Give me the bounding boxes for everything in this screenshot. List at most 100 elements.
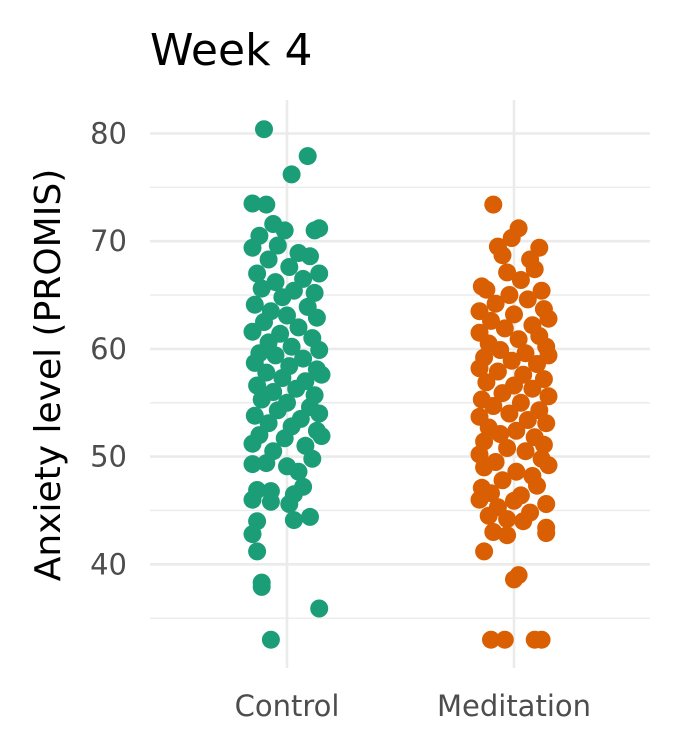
data-point-meditation <box>482 311 500 330</box>
data-point-control <box>310 264 329 283</box>
data-point-meditation <box>518 411 537 429</box>
data-point-control <box>273 369 292 387</box>
grid-layer <box>150 100 650 668</box>
data-point-meditation <box>507 462 526 481</box>
data-point-meditation <box>488 362 507 381</box>
data-point-meditation <box>479 506 498 525</box>
data-point-control <box>282 337 301 356</box>
data-point-meditation <box>528 355 546 373</box>
x-tick-label: Meditation <box>437 689 591 723</box>
data-point-control <box>305 283 324 302</box>
data-point-meditation <box>505 570 523 589</box>
data-point-control <box>294 349 313 368</box>
data-point-control <box>268 236 287 255</box>
data-point-control <box>301 247 319 266</box>
data-point-meditation <box>534 435 553 454</box>
data-point-control <box>310 341 329 359</box>
data-point-meditation <box>516 442 535 461</box>
data-point-meditation <box>537 524 556 543</box>
data-point-meditation <box>516 344 535 363</box>
data-point-meditation <box>509 330 528 349</box>
data-point-control <box>252 279 271 298</box>
data-point-control <box>266 346 285 365</box>
data-point-control <box>310 404 329 423</box>
data-point-control <box>307 308 326 327</box>
data-point-meditation <box>475 458 494 477</box>
data-point-meditation <box>498 263 517 282</box>
data-point-meditation <box>484 195 503 214</box>
data-point-meditation <box>475 542 494 561</box>
data-point-control <box>243 194 262 213</box>
data-point-control <box>257 454 276 473</box>
data-point-control <box>245 406 264 425</box>
data-point-control <box>305 221 324 240</box>
y-axis-title: Anxiety level (PROMIS) <box>28 169 69 582</box>
data-point-meditation <box>523 379 542 398</box>
data-point-control <box>243 238 262 257</box>
data-point-control <box>280 495 299 513</box>
data-point-control <box>312 427 331 446</box>
y-tick-label: 60 <box>90 332 127 366</box>
data-point-control <box>252 577 271 596</box>
data-point-meditation <box>514 512 533 531</box>
data-point-meditation <box>500 404 519 423</box>
data-point-meditation <box>507 421 526 440</box>
points-layer <box>243 120 558 649</box>
data-point-control <box>282 165 301 184</box>
data-point-control <box>278 306 296 325</box>
data-point-meditation <box>484 523 503 541</box>
data-point-control <box>255 120 273 139</box>
data-point-control <box>257 363 276 382</box>
data-point-meditation <box>470 490 489 509</box>
data-point-meditation <box>505 305 523 324</box>
axis-layer: 40 50 60 70 80 Control Meditation <box>90 117 591 724</box>
data-point-control <box>248 376 267 395</box>
data-point-meditation <box>477 280 496 299</box>
data-point-control <box>303 449 322 468</box>
data-point-meditation <box>502 229 521 247</box>
y-tick-label: 40 <box>90 547 127 581</box>
data-point-control <box>243 455 262 474</box>
data-point-meditation <box>502 351 521 370</box>
data-point-meditation <box>470 359 489 378</box>
data-point-meditation <box>532 281 551 300</box>
data-point-control <box>298 147 317 166</box>
data-point-meditation <box>537 414 556 433</box>
data-point-meditation <box>539 456 558 475</box>
data-point-control <box>312 365 331 384</box>
y-tick-label: 50 <box>90 440 127 474</box>
data-point-meditation <box>495 319 514 338</box>
data-point-control <box>266 273 285 292</box>
data-point-control <box>248 264 267 283</box>
data-point-meditation <box>511 271 530 289</box>
data-point-control <box>273 288 292 307</box>
data-point-meditation <box>539 309 558 328</box>
data-point-control <box>259 250 278 269</box>
data-point-meditation <box>477 373 496 392</box>
y-tick-label: 80 <box>90 117 127 151</box>
data-point-meditation <box>495 630 514 649</box>
data-point-control <box>243 434 262 453</box>
data-point-control <box>245 295 264 314</box>
data-point-meditation <box>498 439 517 457</box>
data-point-control <box>275 221 294 240</box>
data-point-meditation <box>498 526 517 545</box>
data-point-meditation <box>532 630 551 649</box>
data-point-control <box>268 401 287 420</box>
data-point-meditation <box>498 510 517 529</box>
data-point-meditation <box>491 425 510 443</box>
data-point-meditation <box>484 397 503 415</box>
data-point-control <box>284 511 303 530</box>
data-point-meditation <box>518 290 537 309</box>
data-point-control <box>248 542 267 561</box>
data-point-meditation <box>525 260 544 279</box>
data-point-meditation <box>491 341 510 359</box>
data-point-control <box>280 258 299 276</box>
data-point-meditation <box>500 286 519 304</box>
data-point-meditation <box>511 393 530 412</box>
data-point-meditation <box>493 471 512 490</box>
data-point-meditation <box>493 246 512 265</box>
data-point-control <box>275 429 294 448</box>
data-point-control <box>243 490 262 509</box>
